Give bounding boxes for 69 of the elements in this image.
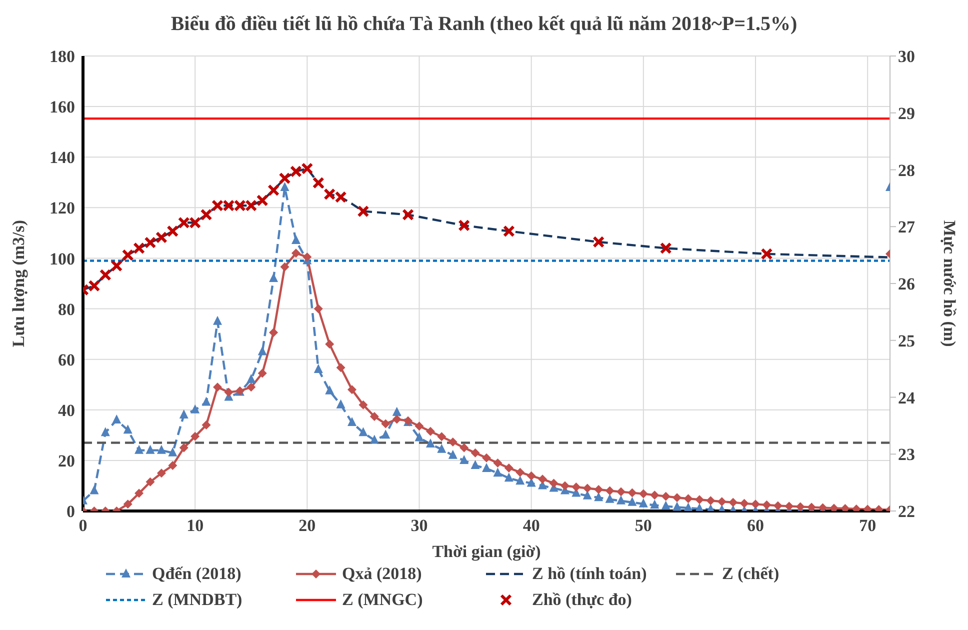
y2-tick-label: 22 xyxy=(898,502,915,522)
legend-label: Qđến (2018) xyxy=(152,564,242,584)
point xyxy=(245,200,258,212)
point xyxy=(144,236,156,249)
point xyxy=(200,208,212,221)
legend-label: Z (MNDBT) xyxy=(152,590,242,610)
y2-tick-label: 25 xyxy=(898,331,915,350)
legend-label: Qxả (2018) xyxy=(342,564,422,584)
y-tick-label: 20 xyxy=(58,451,75,470)
y2-tick-label: 23 xyxy=(898,445,915,464)
point xyxy=(324,188,336,200)
y-tick-label: 0 xyxy=(66,502,75,522)
y-tick-label: 40 xyxy=(58,400,75,420)
legend-label: Z (MNGC) xyxy=(342,590,423,610)
point xyxy=(122,249,134,262)
point xyxy=(189,216,202,229)
x-tick-label: 60 xyxy=(747,516,764,536)
point xyxy=(357,205,370,218)
y-tick-label: 80 xyxy=(58,300,75,319)
point xyxy=(268,184,280,196)
point xyxy=(301,162,314,175)
y-tick-label: 100 xyxy=(50,249,75,268)
y2-tick-label: 28 xyxy=(898,160,915,180)
y2-tick-label: 24 xyxy=(898,388,916,408)
point xyxy=(334,191,347,204)
point xyxy=(278,172,291,184)
point xyxy=(212,200,224,212)
y2-tick-label: 27 xyxy=(898,218,916,237)
x-tick-label: 50 xyxy=(634,516,652,536)
y-axis-title: Lưu lượng (m3/s) xyxy=(9,220,28,348)
point xyxy=(110,260,123,272)
x-tick-label: 10 xyxy=(186,516,204,536)
point xyxy=(133,242,146,254)
point xyxy=(592,236,605,248)
chart-title: Biểu đồ điều tiết lũ hồ chứa Tà Ranh (theo kết quả lũ năm 2018~P=1.5%) xyxy=(170,12,798,37)
x-tick-label: 0 xyxy=(78,516,88,536)
point xyxy=(178,216,190,229)
y2-axis-title: Mực nước hồ (m) xyxy=(940,220,959,347)
x-tick-label: 30 xyxy=(410,516,428,536)
point xyxy=(155,231,168,244)
y2-tick-label: 29 xyxy=(898,104,915,123)
point xyxy=(760,248,773,260)
point xyxy=(222,200,235,212)
point xyxy=(166,225,179,238)
y-tick-label: 60 xyxy=(58,350,75,370)
x-axis-title: Thời gian (giờ) xyxy=(432,542,541,561)
x-tick-label: 20 xyxy=(298,516,316,536)
point xyxy=(234,200,246,212)
point xyxy=(402,208,414,221)
y-tick-label: 120 xyxy=(50,198,75,218)
y-tick-label: 140 xyxy=(50,148,75,168)
point xyxy=(458,219,470,232)
x-tick-label: 70 xyxy=(859,516,876,536)
point xyxy=(660,242,672,254)
point xyxy=(290,165,302,178)
point xyxy=(88,280,100,292)
y-tick-label: 160 xyxy=(50,98,75,117)
point xyxy=(312,176,324,189)
line-series xyxy=(83,168,890,291)
point xyxy=(99,268,112,281)
point xyxy=(502,225,515,238)
legend-label: Zhồ (thực đo) xyxy=(532,590,632,610)
point xyxy=(256,194,268,206)
legend-label: Z (chết) xyxy=(722,564,780,584)
legend-label: Z hồ (tính toán) xyxy=(532,564,647,584)
y2-tick-label: 30 xyxy=(898,47,915,66)
y-tick-label: 180 xyxy=(50,47,75,66)
x-tick-label: 40 xyxy=(522,516,540,536)
y2-tick-label: 26 xyxy=(898,274,915,294)
